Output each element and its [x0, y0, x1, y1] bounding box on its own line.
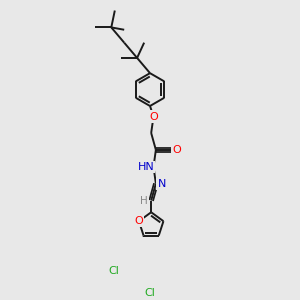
- Text: O: O: [149, 112, 158, 122]
- Text: Cl: Cl: [109, 266, 119, 276]
- Text: Cl: Cl: [144, 288, 155, 298]
- Text: O: O: [172, 145, 181, 155]
- Text: HN: HN: [138, 162, 154, 172]
- Text: O: O: [134, 216, 143, 226]
- Text: N: N: [158, 178, 166, 189]
- Text: H: H: [140, 196, 148, 206]
